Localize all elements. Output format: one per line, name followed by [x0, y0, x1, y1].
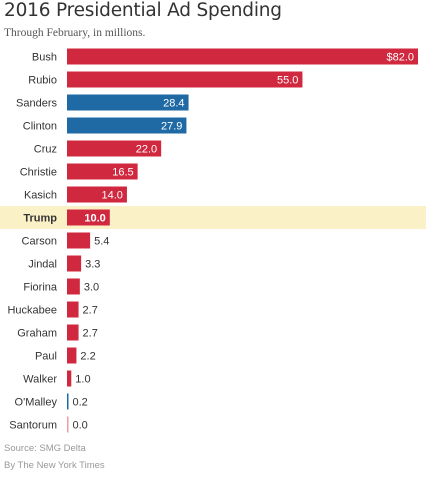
category-label: Kasich — [24, 190, 57, 202]
bar — [67, 48, 418, 65]
category-label: Trump — [23, 213, 57, 225]
value-label: 14.0 — [102, 190, 123, 202]
bar — [67, 186, 127, 203]
value-label: 16.5 — [112, 167, 133, 179]
bar — [67, 163, 138, 180]
bar — [67, 232, 91, 249]
byline: By The New York Times — [4, 460, 105, 471]
category-label: Bush — [32, 52, 57, 64]
category-label: O'Malley — [15, 397, 58, 409]
bar — [67, 393, 69, 410]
category-label: Sanders — [16, 98, 57, 110]
category-label: Jindal — [28, 259, 57, 271]
value-label: 22.0 — [136, 144, 157, 156]
value-label: 2.7 — [83, 328, 98, 340]
value-label: 3.0 — [84, 282, 99, 294]
value-label: 2.7 — [83, 305, 98, 317]
value-label: 0.0 — [73, 420, 88, 432]
bar-chart: Bush $82.0 Rubio 55.0 Sanders 28.4 Clinton 27.9… — [0, 48, 426, 433]
category-label: Rubio — [28, 75, 57, 87]
bar — [67, 71, 303, 88]
value-label: 5.4 — [94, 236, 109, 248]
bar — [67, 140, 162, 157]
bar — [67, 301, 79, 318]
category-label: Christie — [20, 167, 57, 179]
bar — [67, 324, 79, 341]
value-label: 27.9 — [161, 121, 182, 133]
bar — [67, 278, 80, 295]
value-label: 28.4 — [163, 98, 184, 110]
source-note: Source: SMG Delta — [4, 443, 86, 454]
bar — [67, 94, 189, 111]
category-label: Graham — [17, 328, 57, 340]
bar — [67, 416, 69, 433]
chart-title: 2016 Presidential Ad Spending — [4, 0, 282, 21]
bar — [67, 347, 77, 364]
category-label: Walker — [23, 374, 57, 386]
category-label: Carson — [22, 236, 57, 248]
value-label: 2.2 — [80, 351, 95, 363]
highlight-band — [0, 206, 426, 229]
bar — [67, 255, 82, 272]
category-label: Huckabee — [7, 305, 57, 317]
bar — [67, 117, 187, 134]
value-label: 3.3 — [85, 259, 100, 271]
value-label: 0.2 — [73, 397, 88, 409]
value-label: 1.0 — [75, 374, 90, 386]
category-label: Fiorina — [23, 282, 58, 294]
category-label: Clinton — [23, 121, 57, 133]
category-label: Cruz — [34, 144, 57, 156]
value-label: $82.0 — [386, 52, 414, 64]
bar — [67, 209, 110, 226]
value-label: 55.0 — [277, 75, 298, 87]
bar — [67, 370, 72, 387]
chart-subtitle: Through February, in millions. — [4, 27, 146, 39]
category-label: Santorum — [9, 420, 57, 432]
category-label: Paul — [35, 351, 57, 363]
value-label: 10.0 — [84, 213, 105, 225]
